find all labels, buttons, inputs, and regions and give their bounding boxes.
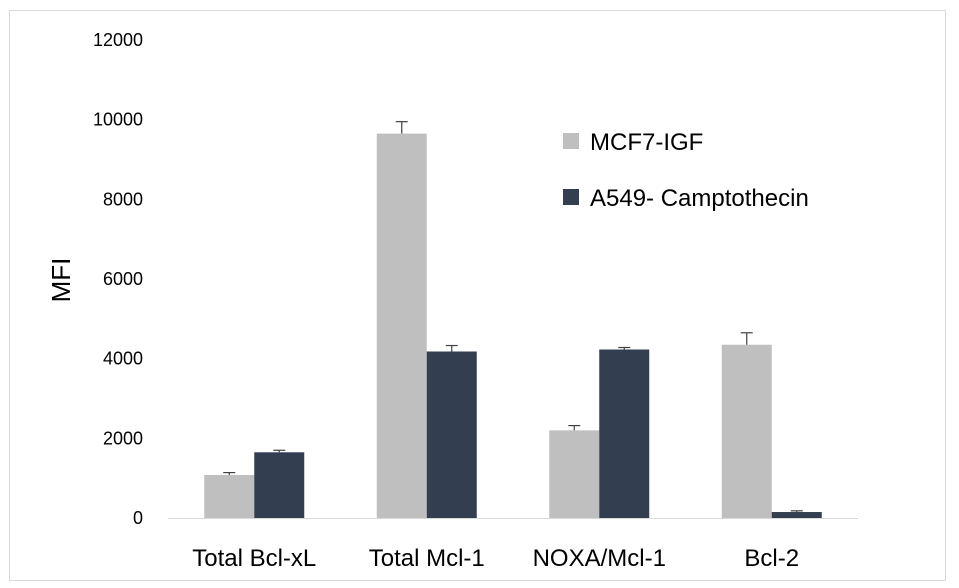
bar-series0-cat1 — [376, 133, 427, 518]
legend-label-a549-camptothecin: A549- Camptothecin — [590, 185, 809, 212]
y-tick-label-2: 4000 — [103, 349, 143, 369]
bars — [204, 133, 822, 518]
bar-series1-cat2 — [599, 349, 650, 518]
chart-frame — [9, 10, 946, 581]
y-tick-label-5: 10000 — [93, 110, 143, 130]
bar-series1-cat3 — [771, 512, 822, 518]
legend: MCF7-IGF A549- Camptothecin — [563, 129, 809, 212]
y-tick-label-0: 0 — [133, 508, 143, 528]
y-tick-label-3: 6000 — [103, 269, 143, 289]
x-tick-label-3: Bcl-2 — [744, 545, 799, 572]
legend-swatch-a549-camptothecin — [563, 189, 579, 205]
legend-label-mcf7-igf: MCF7-IGF — [590, 129, 703, 156]
y-axis-title: MFI — [46, 258, 76, 303]
bar-series1-cat0 — [254, 452, 305, 518]
x-tick-label-2: NOXA/Mcl-1 — [533, 545, 666, 572]
bar-series0-cat0 — [204, 474, 255, 518]
y-tick-label-6: 12000 — [93, 30, 143, 50]
y-tick-label-1: 2000 — [103, 428, 143, 448]
y-axis-ticks: 0 2000 4000 6000 8000 10000 12000 — [93, 30, 143, 528]
error-bars — [223, 121, 803, 513]
x-axis-labels: Total Bcl-xL Total Mcl-1 NOXA/Mcl-1 Bcl-2 — [192, 545, 799, 572]
x-tick-label-0: Total Bcl-xL — [192, 545, 316, 572]
x-tick-label-1: Total Mcl-1 — [369, 545, 485, 572]
bar-series0-cat3 — [721, 344, 772, 518]
y-tick-label-4: 8000 — [103, 189, 143, 209]
bar-series0-cat2 — [549, 430, 600, 518]
legend-swatch-mcf7-igf — [563, 133, 579, 149]
bar-series1-cat1 — [426, 351, 477, 518]
